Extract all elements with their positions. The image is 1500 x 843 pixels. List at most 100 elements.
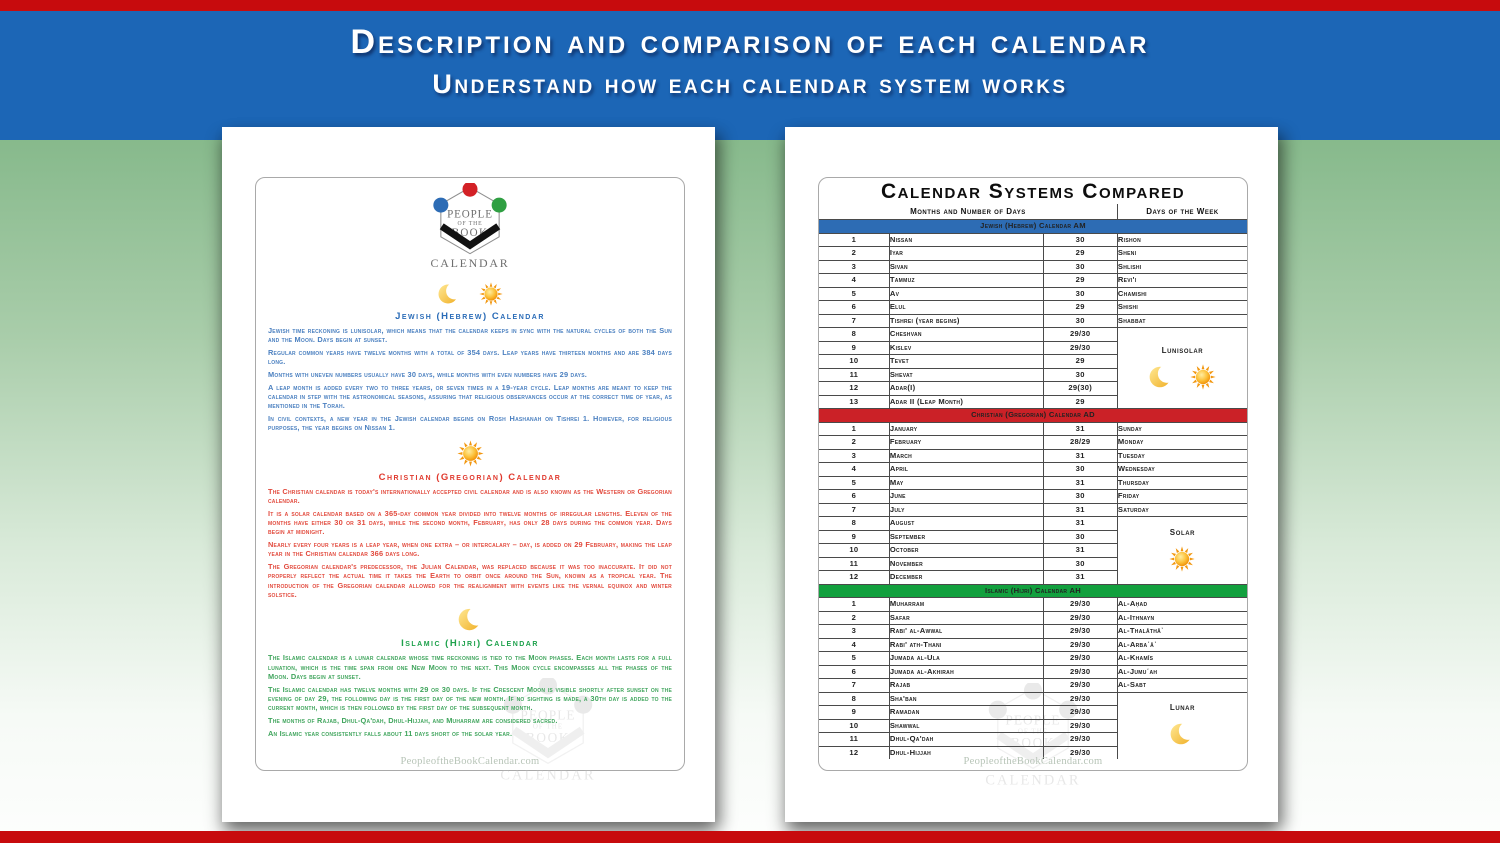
cell-day-count: 29 (1042, 354, 1118, 369)
cell-month-number: 5 (818, 475, 890, 490)
cell-day-count: 29/30 (1042, 651, 1118, 666)
cell-month-name: May (888, 475, 1044, 490)
cell-month-number: 9 (818, 340, 890, 355)
section-band: Christian (Gregorian) Calendar AD (818, 408, 1248, 423)
cell-day-count: 30 (1042, 489, 1118, 504)
christian-paragraph: The Christian calendar is today's intern… (268, 486, 672, 505)
cell-month-name: Adar II (Leap Month) (888, 394, 1044, 409)
cell-weekday-name: Al-Arbaʿāʾ (1116, 637, 1248, 652)
cell-month-name: Kislev (888, 340, 1044, 355)
svg-text:CALENDAR: CALENDAR (500, 767, 595, 782)
cell-weekday-name: Monday (1116, 435, 1248, 450)
islamic-circle (491, 197, 507, 213)
cell-day-count: 30 (1042, 286, 1118, 301)
cell-day-count: 29/30 (1042, 705, 1118, 720)
cell-month-number: 8 (818, 327, 890, 342)
cell-month-number: 9 (818, 705, 890, 720)
cell-month-number: 3 (818, 448, 890, 463)
svg-text:BOOK: BOOK (526, 730, 570, 745)
section-band-row: Christian (Gregorian) Calendar AD (818, 408, 1248, 423)
cell-day-count: 29/30 (1042, 732, 1118, 747)
open-book-icon (439, 223, 501, 250)
cell-month-number: 11 (818, 732, 890, 747)
cell-day-count: 29/30 (1042, 624, 1118, 639)
watermark-url: PeopleoftheBookCalendar.com (963, 756, 1103, 767)
jewish-paragraph: Regular common years have twelve months … (268, 347, 672, 366)
cell-day-count: 30 (1042, 313, 1118, 328)
cell-day-count: 29 (1042, 273, 1118, 288)
cell-day-count: 29/30 (1042, 340, 1118, 355)
comparison-page: PEOPLE OF THE BOOK CALENDAR Calendar Sys… (785, 127, 1278, 822)
cell-day-count: 29/30 (1042, 597, 1118, 612)
table-row: 7 Rajab 29/30 Al-Sabt (818, 678, 1248, 693)
table-row: 9 Kislev 29/30 (818, 340, 1247, 355)
table-row: 7 Tishrei (year begins) 30 Shabbat (818, 313, 1248, 328)
section-band-row: Jewish (Hebrew) Calendar AM (818, 219, 1248, 234)
jewish-paragraph: Months with uneven numbers usually have … (268, 369, 587, 379)
cell-month-name: Jumada al-Akhirah (888, 664, 1044, 679)
months-header: Months and Number of Days (819, 204, 1118, 220)
cell-day-count: 29/30 (1042, 664, 1118, 679)
cell-month-name: Rabi' ath-Thani (888, 637, 1044, 652)
calendar-type-icons (1118, 546, 1247, 572)
jewish-paragraph: Jewish time reckoning is lunisolar, whic… (268, 325, 672, 344)
cell-day-count: 29/30 (1042, 718, 1118, 733)
cell-month-name: Av (888, 286, 1044, 301)
moon-icon (1150, 364, 1175, 387)
section-band: Islamic (Hijri) Calendar AH (818, 583, 1248, 598)
cell-day-count: 28/29 (1042, 435, 1118, 450)
islamic-section-icons (268, 606, 672, 633)
description-page: PEOPLE OF THE BOOK CALENDAR PEOPLE OF TH… (222, 127, 715, 822)
calendar-type-icons (1118, 363, 1247, 390)
jewish-section-heading: Jewish (Hebrew) Calendar (395, 310, 545, 322)
table-row: 3 Rabi' al-Awwal 29/30 Al-Thalāthāʾ (818, 624, 1248, 639)
calendar-type-label: Lunisolar (1161, 345, 1204, 355)
cell-month-number: 8 (818, 691, 890, 706)
table-row: 13 Adar II (Leap Month) 29 (818, 394, 1247, 409)
cell-month-name: Ramadan (888, 705, 1044, 720)
cell-day-count: 31 (1042, 421, 1118, 436)
calendar-type-icons (1118, 721, 1247, 747)
moon-icon (438, 282, 461, 304)
section-band-row: Islamic (Hijri) Calendar AH (818, 583, 1248, 598)
cell-month-number: 10 (818, 354, 890, 369)
sun-icon (1169, 546, 1196, 572)
table-row: 10 Tevet 29 (818, 354, 1247, 369)
cell-month-number: 7 (818, 313, 890, 328)
cell-day-count: 29/30 (1042, 610, 1118, 625)
cell-weekday-name: Wednesday (1116, 462, 1248, 477)
bottom-red-bar (0, 831, 1500, 843)
cell-weekday-name: Shlishi (1116, 259, 1248, 274)
cell-month-name: February (888, 435, 1044, 450)
cell-month-name: Rabi' al-Awwal (888, 624, 1044, 639)
cell-month-number: 2 (818, 246, 890, 261)
cell-month-name: April (888, 462, 1044, 477)
islamic-section-heading: Islamic (Hijri) Calendar (401, 638, 539, 650)
cell-day-count: 29/30 (1042, 691, 1118, 706)
cell-month-name: Rajab (888, 678, 1044, 693)
jewish-paragraph: In civil contexts, a new year in the Jew… (268, 413, 672, 433)
cell-day-count: 31 (1042, 502, 1118, 517)
cell-day-count: 29(30) (1042, 381, 1118, 396)
cell-day-count: 29/30 (1042, 637, 1118, 652)
jewish-circle (503, 695, 522, 714)
table-row: 5 May 31 Thursday (818, 475, 1248, 490)
cell-month-name: Tevet (888, 354, 1044, 369)
christian-section-heading: Christian (Gregorian) Calendar (378, 471, 562, 483)
table-row: 2 February 28/29 Monday (818, 435, 1248, 450)
page-title: Description and comparison of each calen… (350, 23, 1150, 61)
cell-month-number: 11 (818, 367, 890, 382)
cell-weekday-name: Al-Sabt (1116, 678, 1248, 693)
cell-day-count: 30 (1042, 529, 1118, 544)
cell-weekday-name: Sunday (1116, 421, 1248, 436)
cell-month-name: January (888, 421, 1044, 436)
cell-weekday-name: Rishon (1116, 232, 1248, 247)
page-header: Description and comparison of each calen… (0, 10, 1500, 140)
cell-weekday-name: Sheni (1116, 246, 1248, 261)
cell-day-count: 31 (1042, 475, 1118, 490)
svg-text:CALENDAR: CALENDAR (985, 772, 1080, 787)
table-row: 5 Av 30 Chamishi (818, 286, 1248, 301)
cell-day-count: 30 (1042, 556, 1118, 571)
weekdays-header: Days of the Week (1146, 207, 1219, 216)
table-row: 3 March 31 Tuesday (818, 448, 1248, 463)
